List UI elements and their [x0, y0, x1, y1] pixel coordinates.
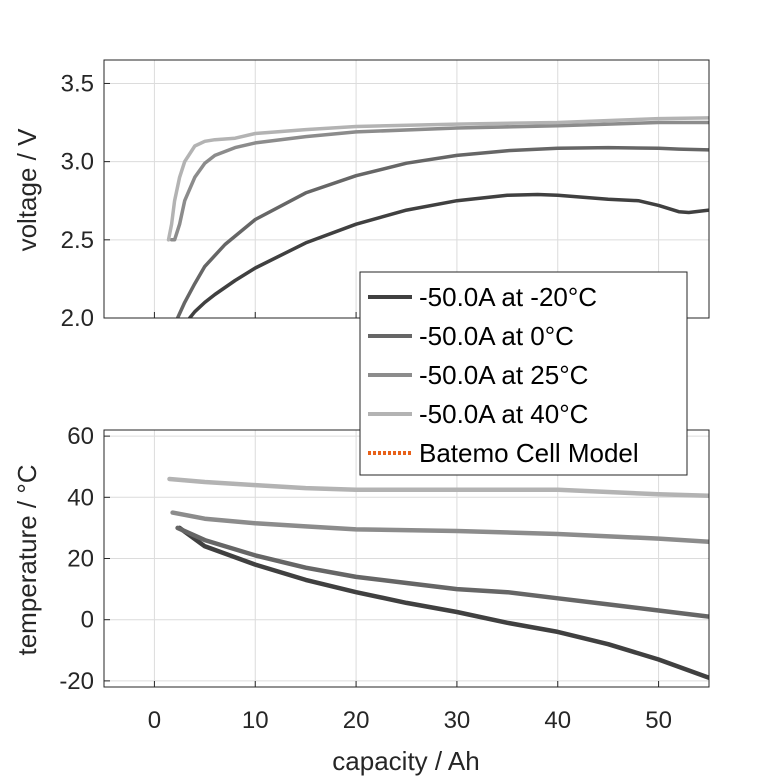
voltage-plot-ticks: 2.0 2.5 3.0 3.5	[61, 70, 660, 332]
legend-label: -50.0A at 40°C	[419, 399, 588, 429]
y-tick-label: 3.5	[61, 70, 94, 97]
y-tick-label: 3.0	[61, 149, 94, 176]
y-tick-label: 0	[81, 607, 94, 634]
series-line-voltage-0	[187, 192, 709, 318]
temperature-axis-label: temperature / °C	[12, 464, 42, 655]
legend-label: -50.0A at -20°C	[419, 282, 597, 312]
series-line-temperature-1	[175, 525, 709, 619]
legend-label: -50.0A at 0°C	[419, 321, 574, 351]
series-line-temperature-3	[167, 476, 709, 499]
legend-label: Batemo Cell Model	[419, 438, 639, 468]
y-tick-label: 40	[67, 484, 94, 511]
series-line-voltage-1	[175, 145, 709, 318]
series-line-temperature-2	[170, 510, 709, 544]
x-tick-label: 50	[645, 707, 672, 734]
series-line-temperature-0	[177, 525, 709, 681]
voltage-axis-label: voltage / V	[12, 128, 42, 252]
temperature-plot-grid	[104, 430, 709, 687]
series-line-voltage-2	[169, 120, 709, 242]
y-tick-label: -20	[59, 668, 94, 695]
legend-label: -50.0A at 25°C	[419, 360, 588, 390]
x-tick-label: 10	[242, 707, 269, 734]
y-tick-label: 2.5	[61, 227, 94, 254]
y-tick-label: 60	[67, 423, 94, 450]
temperature-plot-series	[167, 476, 709, 681]
y-tick-label: 2.0	[61, 305, 94, 332]
x-tick-label: 30	[444, 707, 471, 734]
x-tick-label: 0	[148, 707, 161, 734]
temperature-plot-ticks: 0 10 20 30 40 50 -20 0 20 40 60	[59, 423, 672, 734]
series-line-voltage-3	[166, 116, 709, 242]
capacity-axis-label: capacity / Ah	[332, 746, 479, 776]
legend-box	[359, 271, 688, 476]
legend: -50.0A at -20°C -50.0A at 0°C -50.0A at 25…	[359, 271, 688, 476]
x-tick-label: 20	[343, 707, 370, 734]
x-tick-label: 40	[544, 707, 571, 734]
voltage-plot-series	[166, 116, 709, 318]
y-tick-label: 20	[67, 546, 94, 573]
